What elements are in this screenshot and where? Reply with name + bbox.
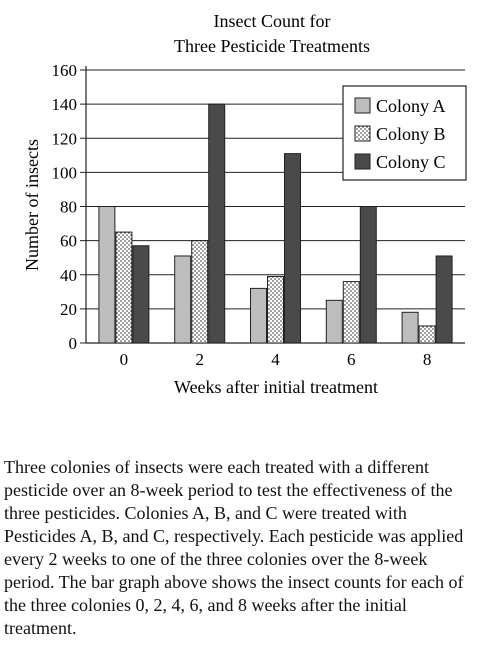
bar-colony-b-week-2 [191,240,209,344]
y-axis-label: Number of insects [22,139,42,271]
x-tick-label: 8 [423,350,432,369]
x-tick-label: 4 [271,350,280,369]
bar-colony-b-week-4 [267,275,284,344]
x-axis-label: Weeks after initial treatment [174,377,378,397]
legend-label: Colony A [376,96,446,116]
bar-colony-b-week-0 [115,231,133,344]
bar-colony-a-week-2 [174,255,192,344]
y-tick-label: 80 [60,198,77,217]
bar-colony-c-week-2 [208,103,226,344]
y-tick-label: 20 [60,300,77,319]
bar-colony-c-week-6 [359,206,377,344]
x-tick-label: 0 [120,350,129,369]
legend: Colony A Colony B Colony C [342,85,467,181]
bar-colony-b-week-8 [418,325,436,344]
bar-colony-c-week-0 [132,245,150,344]
bar-colony-a-week-6 [325,299,343,344]
legend-swatch-colony-b [354,125,371,142]
y-tick-label: 160 [52,61,78,80]
y-tick-label: 100 [52,163,78,182]
y-tick-label: 140 [52,95,78,114]
description-paragraph: Three colonies of insects were each trea… [4,457,464,638]
y-tick-label: 40 [60,266,77,285]
y-tick-label: 0 [69,334,78,353]
bar-colony-a-week-0 [98,206,116,344]
bar-colony-b-week-6 [342,281,360,344]
bar-colony-c-week-8 [435,255,453,344]
chart-title-line-2: Three Pesticide Treatments [174,36,370,56]
bar-colony-a-week-4 [250,287,267,344]
chart-title-line-1: Insect Count for [214,11,331,31]
legend-label: Colony B [376,124,446,144]
legend-swatch-colony-c [354,153,371,170]
bar-colony-c-week-4 [284,153,301,344]
y-tick-label: 120 [52,129,78,148]
x-tick-label: 6 [347,350,356,369]
bar-chart: Insect Count for Three Pesticide Treatme… [22,11,467,397]
legend-swatch-colony-a [354,97,371,114]
y-tick-label: 60 [60,232,77,251]
legend-label: Colony C [376,152,446,172]
bar-colony-a-week-8 [401,311,419,344]
x-tick-label: 2 [195,350,204,369]
